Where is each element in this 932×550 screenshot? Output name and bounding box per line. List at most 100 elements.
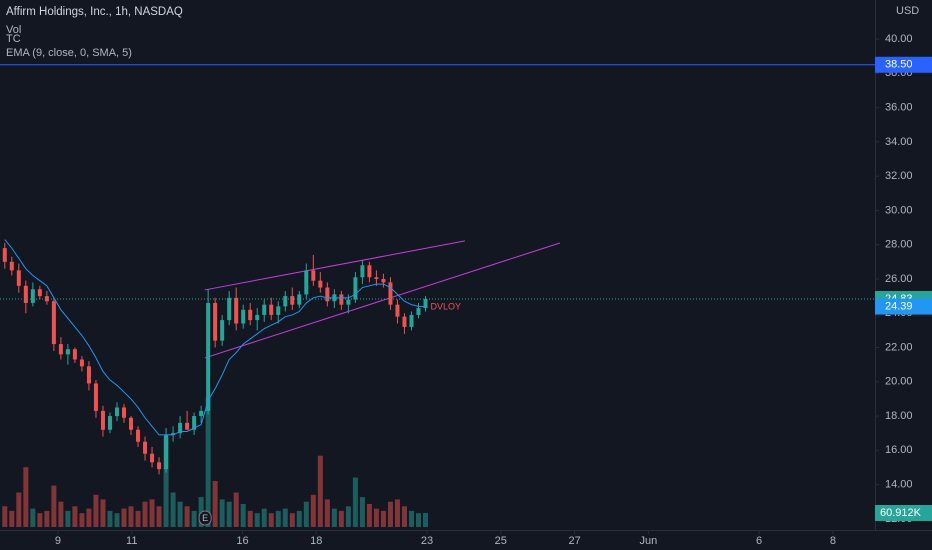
volume-bar: [100, 499, 106, 527]
candle-body: [185, 422, 190, 430]
indicator-label: TC: [6, 33, 21, 45]
x-tick-label: 27: [568, 535, 580, 547]
candle-body: [143, 441, 148, 454]
candle-body: [318, 280, 323, 288]
candle-body: [114, 407, 119, 417]
volume-bar: [44, 510, 50, 527]
volume-bar: [324, 499, 330, 527]
volume-bar: [401, 506, 407, 527]
earnings-label: E: [202, 513, 208, 523]
candle-body: [416, 308, 421, 315]
volume-tag: [875, 504, 932, 521]
candle-body: [178, 422, 183, 434]
volume-bar: [72, 506, 78, 527]
y-tick-label: 40.00: [885, 33, 913, 45]
y-tick-label: 34.00: [885, 136, 913, 148]
volume-bar: [331, 508, 337, 527]
candle-body: [381, 278, 386, 283]
volume-bar: [387, 501, 393, 527]
volume-bar: [268, 513, 274, 527]
volume-bar: [177, 501, 183, 527]
volume-bar: [170, 492, 176, 527]
volume-bar: [359, 497, 365, 527]
y-tick-label: 14.00: [885, 478, 913, 490]
volume-bar: [317, 455, 323, 527]
y-tick-label: 26.00: [885, 273, 913, 285]
candle-body: [339, 294, 344, 305]
candle-body: [227, 297, 232, 321]
candle-body: [65, 349, 70, 355]
candle-body: [220, 320, 225, 341]
candle-body: [297, 294, 302, 305]
y-tick-label: 36.00: [885, 102, 913, 114]
candle-body: [290, 296, 295, 305]
candle-body: [409, 314, 414, 327]
y-tick-label: 22.00: [885, 341, 913, 353]
volume-bar: [310, 494, 316, 527]
candle-body: [107, 416, 112, 430]
horizontal-line-label: 38.50: [885, 59, 913, 71]
candle-body: [86, 366, 91, 384]
volume-bar: [128, 506, 134, 527]
volume-bar: [415, 513, 421, 527]
annotation: DVLOY: [431, 301, 462, 311]
volume-bar: [296, 510, 302, 527]
volume-bar: [394, 499, 400, 527]
candle-body: [248, 309, 253, 321]
volume-bar: [9, 510, 15, 527]
volume-bar: [345, 506, 351, 527]
volume-bar: [423, 512, 429, 527]
x-tick-label: 8: [830, 535, 836, 547]
volume-bar: [380, 510, 386, 527]
candle-body: [2, 248, 7, 262]
candle-body: [23, 285, 28, 303]
y-tick-label: 30.00: [885, 204, 913, 216]
candle-body: [30, 289, 35, 303]
candle-body: [346, 299, 351, 305]
volume-bar: [86, 508, 92, 527]
x-tick-label: 6: [756, 535, 762, 547]
volume-bar: [58, 501, 64, 527]
candle-body: [262, 304, 267, 315]
volume-bar: [212, 481, 218, 527]
y-tick-label: 28.00: [885, 239, 913, 251]
candle-body: [129, 417, 134, 430]
ema-tag-label: 24.39: [885, 300, 913, 312]
volume-bar: [352, 477, 358, 527]
candle-body: [100, 410, 105, 430]
x-tick-label: 16: [236, 535, 248, 547]
candle-body: [213, 302, 218, 341]
y-tick-label: 16.00: [885, 444, 913, 456]
candle-body: [423, 299, 428, 309]
y-tick-label: 32.00: [885, 170, 913, 182]
candle-body: [360, 265, 365, 278]
volume-bar: [135, 510, 141, 527]
candle-body: [164, 434, 169, 470]
candle-body: [276, 306, 281, 315]
candle-body: [402, 316, 407, 327]
volume-bar: [366, 504, 372, 527]
volume-tag-label: 60.912K: [880, 507, 922, 519]
volume-bar: [184, 506, 190, 527]
candle-body: [44, 296, 49, 302]
volume-bar: [16, 492, 22, 527]
x-tick-label: 11: [126, 535, 137, 547]
volume-bar: [149, 499, 155, 527]
volume-bar: [226, 501, 232, 527]
candle-body: [192, 416, 197, 430]
candle-body: [241, 309, 246, 324]
candle-body: [199, 410, 204, 417]
candle-body: [269, 304, 274, 315]
volume-bar: [289, 513, 295, 527]
volume-bar: [275, 510, 281, 527]
volume-bar: [30, 508, 36, 527]
candle-body: [395, 304, 400, 317]
volume-bar: [23, 467, 29, 527]
candle-body: [304, 270, 309, 295]
ema-tag: [875, 298, 932, 315]
volume-bar: [408, 510, 414, 527]
candle-body: [9, 261, 14, 271]
indicator-label: Vol: [6, 24, 21, 36]
